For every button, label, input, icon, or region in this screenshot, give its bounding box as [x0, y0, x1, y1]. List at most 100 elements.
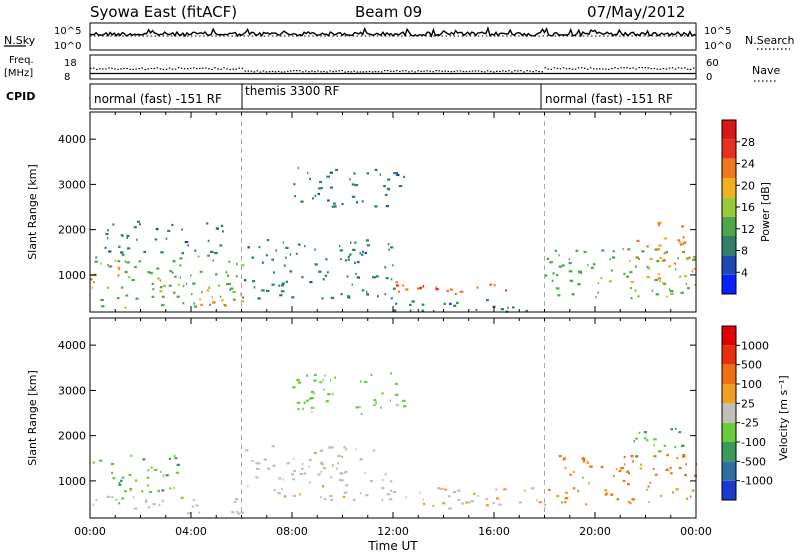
freq-dot: [693, 67, 695, 69]
power-echo-cell: [136, 238, 138, 241]
velocity-echo-cell: [620, 467, 623, 470]
velocity-colorbar-swatch: [722, 403, 736, 423]
power-ytick-label: 3000: [58, 178, 86, 191]
freq-dot: [589, 67, 592, 69]
power-echo-cell: [118, 268, 121, 271]
velocity-echo-cell: [235, 498, 239, 501]
freq-dot: [199, 67, 201, 70]
velocity-echo-cell: [121, 476, 125, 479]
nsearch-dot: [445, 35, 447, 37]
freq-dot: [486, 70, 489, 72]
freq-dot: [671, 67, 674, 69]
velocity-echo-cell: [310, 390, 315, 393]
velocity-echo-cell: [336, 467, 338, 470]
power-echo-cell: [684, 275, 688, 278]
power-echo-cell: [329, 186, 333, 189]
freq-dot: [90, 67, 92, 69]
nave-tick-bottom: 0: [706, 72, 712, 83]
freq-dot: [371, 71, 374, 73]
freq-dot: [377, 71, 380, 73]
velocity-echo-cell: [544, 503, 547, 506]
freq-panel: Freq. [MHz] 18 8 60 0 Nave: [4, 54, 780, 83]
power-echo-cell: [335, 168, 339, 171]
power-echo-cell: [217, 284, 220, 287]
velocity-echo-cell: [564, 491, 568, 494]
power-echo-cell: [181, 228, 183, 231]
power-echo-cell: [289, 253, 292, 256]
freq-dot: [429, 70, 431, 72]
power-echo-cell: [658, 221, 662, 224]
freq-dot: [171, 68, 174, 70]
power-echo-cell: [117, 274, 120, 277]
freq-dot: [165, 68, 168, 70]
velocity-echo-cell: [457, 498, 461, 501]
power-echo-cell: [673, 262, 676, 265]
velocity-echo-cell: [386, 493, 391, 496]
power-colorbar-swatch: [722, 255, 736, 275]
power-colorbar-label: Power [dB]: [759, 182, 772, 242]
velocity-echo-cell: [616, 498, 620, 501]
power-echo-cell: [476, 286, 479, 289]
freq-dot: [114, 68, 116, 70]
power-echo-cell: [411, 300, 415, 303]
power-echo-cell: [93, 281, 95, 284]
freq-dot: [499, 70, 501, 72]
power-echo-cell: [629, 271, 633, 274]
velocity-echo-cell: [272, 464, 276, 467]
power-colorbar-tick-label: 4: [741, 266, 748, 279]
freq-dot: [111, 67, 113, 69]
freq-dot: [514, 70, 516, 72]
velocity-colorbar-tick-label: 100: [741, 378, 762, 391]
nave-tick-top: 60: [706, 58, 719, 69]
power-echo-cell: [324, 274, 328, 277]
power-echo-cell: [347, 296, 351, 299]
power-echo-cell: [297, 243, 301, 246]
power-echo-cell: [349, 178, 351, 181]
power-echo-cell: [417, 287, 421, 290]
freq-dot: [550, 68, 553, 70]
x-tick-label: 16:00: [478, 525, 510, 538]
velocity-echo-cell: [442, 502, 446, 505]
velocity-echo-cell: [128, 473, 132, 476]
nsearch-dot: [615, 35, 617, 37]
nsearch-dot: [494, 35, 496, 37]
freq-tick-top: 18: [64, 58, 77, 69]
velocity-colorbar-swatch: [722, 461, 736, 481]
power-echo-cell: [232, 298, 236, 301]
power-echo-cell: [579, 271, 583, 274]
power-echo-cell: [623, 272, 626, 275]
velocity-echo-cell: [292, 386, 296, 389]
velocity-echo-cell: [240, 511, 244, 514]
velocity-echo-cell: [255, 462, 259, 465]
power-echo-cell: [214, 252, 218, 255]
power-echo-cell: [107, 229, 109, 232]
freq-dot: [686, 68, 689, 70]
power-echo-cell: [229, 288, 232, 291]
freq-dot: [132, 68, 134, 70]
power-echo-cell: [681, 225, 684, 228]
velocity-echo-cell: [352, 498, 356, 501]
nsearch-dot: [405, 35, 407, 37]
velocity-echo-cell: [343, 446, 347, 449]
velocity-echo-cell: [148, 490, 153, 493]
power-echo-cell: [154, 238, 158, 241]
freq-dot: [477, 70, 480, 72]
power-echo-cell: [161, 295, 165, 298]
power-echo-cell: [212, 301, 216, 304]
nsearch-dot: [631, 35, 633, 37]
velocity-echo-cell: [355, 448, 357, 451]
freq-dot: [632, 67, 634, 69]
power-colorbar-swatch: [722, 120, 736, 140]
freq-dot: [641, 67, 643, 69]
velocity-echo-cell: [627, 500, 630, 503]
velocity-echo-cell: [319, 381, 322, 384]
nsearch-dot: [352, 35, 355, 37]
power-colorbar-tick-label: 8: [741, 245, 748, 258]
freq-dot: [374, 71, 377, 73]
power-echo-cell: [124, 270, 128, 274]
velocity-echo-cell: [560, 501, 564, 504]
nsearch-dot: [437, 35, 439, 37]
velocity-echo-cell: [158, 503, 161, 507]
power-echo-cell: [677, 239, 681, 242]
power-echo-cell: [124, 306, 127, 309]
